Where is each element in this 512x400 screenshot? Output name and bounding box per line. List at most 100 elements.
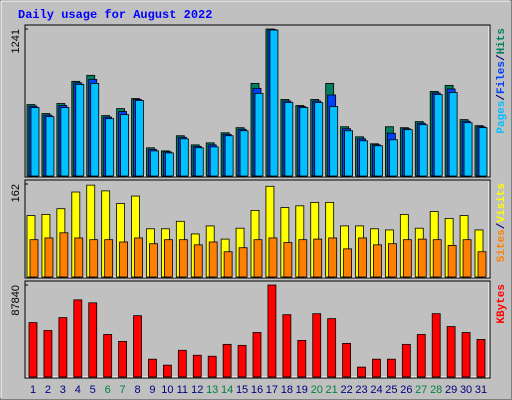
- x-tick-label: 10: [161, 384, 173, 396]
- bar: [446, 326, 456, 378]
- bar: [148, 358, 157, 378]
- bar: [297, 339, 307, 378]
- bar: [386, 358, 396, 378]
- bar: [193, 244, 203, 278]
- x-tick-label: 29: [445, 384, 457, 396]
- bar: [177, 349, 187, 378]
- bar: [252, 332, 262, 378]
- bar: [224, 135, 234, 177]
- bar: [119, 241, 128, 278]
- bar: [268, 237, 278, 278]
- bar: [372, 358, 381, 378]
- bar: [462, 239, 472, 278]
- bar: [238, 247, 248, 278]
- bar: [75, 84, 85, 177]
- x-tick-label: 2: [45, 384, 51, 396]
- chart-title: Daily usage for August 2022: [18, 8, 212, 22]
- bar: [387, 243, 397, 278]
- legend-separator: /: [496, 54, 508, 61]
- bar: [447, 245, 457, 278]
- bar: [283, 242, 293, 278]
- bar: [73, 299, 83, 378]
- bar: [135, 100, 144, 177]
- bar: [254, 93, 264, 177]
- bar: [89, 239, 99, 278]
- legend-entry: Sites: [496, 229, 508, 262]
- x-tick-label: 18: [281, 384, 293, 396]
- legend: Sites/Visits: [496, 183, 508, 262]
- bar: [357, 366, 366, 378]
- x-tick-label: 20: [311, 384, 323, 396]
- bar: [313, 238, 323, 278]
- bar: [88, 302, 98, 378]
- bar: [207, 355, 217, 378]
- bar: [29, 239, 39, 278]
- x-tick-label: 7: [120, 384, 126, 396]
- bar: [192, 354, 202, 378]
- bar: [327, 318, 337, 378]
- bar: [461, 332, 471, 378]
- bar: [162, 364, 172, 378]
- bar: [178, 239, 188, 278]
- x-tick-label: 8: [134, 384, 140, 396]
- bar: [284, 102, 294, 177]
- x-tick-label: 11: [177, 384, 188, 396]
- x-tick-label: 22: [340, 384, 352, 396]
- bar: [299, 107, 309, 177]
- bar: [208, 241, 218, 278]
- bar: [418, 124, 428, 177]
- bar: [60, 107, 70, 177]
- bar: [105, 118, 115, 177]
- bar: [253, 239, 263, 278]
- bar: [74, 237, 84, 278]
- bar: [118, 340, 127, 378]
- bar: [28, 322, 38, 378]
- bar: [329, 106, 339, 177]
- legend: Pages/Files/Hits: [496, 28, 508, 134]
- x-tick-label: 26: [400, 384, 412, 396]
- bar: [431, 313, 441, 378]
- bar: [104, 239, 114, 278]
- bar: [417, 238, 427, 278]
- legend-separator: /: [496, 222, 508, 229]
- legend-entry: Visits: [496, 183, 508, 223]
- bar: [209, 146, 219, 177]
- x-tick-label: 21: [326, 384, 338, 396]
- bar: [374, 145, 383, 177]
- bar: [448, 92, 458, 177]
- bar: [433, 94, 443, 177]
- bar: [344, 130, 354, 177]
- x-tick-label: 9: [149, 384, 155, 396]
- x-tick-label: 16: [251, 384, 263, 396]
- bar: [416, 334, 426, 378]
- bar: [267, 284, 277, 378]
- bar: [103, 334, 113, 378]
- bar: [478, 127, 488, 177]
- x-tick-label: 12: [191, 384, 203, 396]
- bar: [359, 140, 368, 177]
- bar: [282, 314, 292, 378]
- bar: [58, 317, 68, 378]
- bar: [134, 237, 143, 278]
- bar: [476, 339, 486, 378]
- y-tick-label: 162: [10, 184, 22, 202]
- y-tick-label: 87840: [10, 285, 22, 316]
- bar: [179, 138, 189, 177]
- bar: [90, 82, 100, 177]
- x-tick-label: 31: [475, 384, 487, 396]
- bar: [149, 243, 158, 278]
- x-tick-label: 14: [221, 384, 233, 396]
- x-tick-label: 1: [30, 384, 36, 396]
- x-tick-label: 23: [355, 384, 367, 396]
- bar: [239, 130, 249, 177]
- x-tick-label: 30: [460, 384, 472, 396]
- x-tick-label: 19: [296, 384, 308, 396]
- legend: KBytes: [496, 284, 508, 324]
- bar: [298, 239, 308, 278]
- bar: [44, 237, 54, 278]
- bar: [477, 251, 487, 278]
- bar: [164, 152, 174, 177]
- bar: [269, 29, 279, 177]
